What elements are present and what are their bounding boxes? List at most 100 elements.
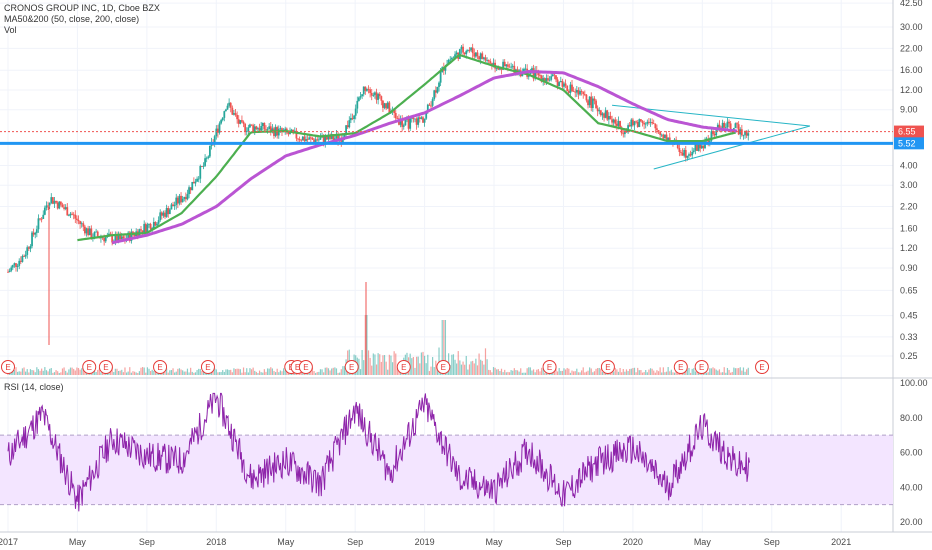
price-tick-label: 0.65	[900, 285, 918, 295]
candle-body	[414, 118, 416, 120]
volume-bar	[116, 368, 118, 375]
volume-bar	[254, 370, 256, 375]
time-tick-label: 2021	[831, 537, 851, 547]
candle-body	[734, 123, 737, 129]
volume-bar	[199, 369, 201, 375]
candle-body	[205, 157, 208, 159]
candle-body	[418, 117, 421, 119]
candle-body	[686, 155, 689, 158]
candle-body	[186, 194, 189, 200]
volume-bar	[488, 369, 490, 375]
candle-body	[664, 134, 666, 139]
candle-body	[511, 65, 514, 67]
volume-bar	[49, 368, 51, 375]
candle-body	[640, 119, 642, 122]
volume-bar	[746, 369, 748, 375]
candle-body	[207, 156, 210, 158]
candle-body	[463, 52, 466, 55]
candle-body	[249, 124, 251, 128]
volume-bar	[653, 370, 655, 375]
candle-body	[231, 107, 234, 115]
candle-body	[545, 78, 548, 82]
volume-bar	[470, 361, 472, 375]
volume-bar	[175, 371, 177, 375]
volume-bar	[412, 356, 414, 375]
volume-bar	[685, 371, 687, 375]
candle-body	[556, 79, 559, 87]
volume-bar	[459, 360, 461, 375]
candle-body	[66, 207, 69, 216]
symbol-title[interactable]: CRONOS GROUP INC, 1D, Cboe BZX	[4, 3, 160, 13]
candle-body	[474, 52, 477, 57]
candle-body	[595, 100, 597, 109]
candle-body	[383, 103, 386, 108]
volume-bar	[395, 353, 397, 375]
volume-bar	[26, 369, 28, 375]
candle-body	[684, 150, 687, 158]
volume-bar	[117, 370, 120, 375]
candle-body	[82, 223, 85, 227]
earnings-marker	[200, 360, 215, 374]
volume-bar	[593, 371, 596, 375]
candle-body	[281, 128, 283, 132]
volume-bar	[343, 366, 346, 375]
candle-body	[11, 265, 14, 268]
candle-body	[386, 102, 389, 109]
earnings-marker	[1, 360, 15, 374]
volume-bar	[717, 370, 719, 375]
volume-bar	[132, 371, 134, 375]
volume-bar	[138, 371, 140, 375]
candle-body	[316, 139, 319, 141]
candle-body	[200, 166, 203, 167]
volume-bar	[456, 363, 458, 375]
volume-bar	[640, 370, 642, 375]
volume-bar	[361, 349, 363, 375]
volume-bar	[720, 372, 722, 375]
rsi-tick-label: 40.00	[900, 482, 923, 492]
candle-body	[454, 54, 456, 58]
candle-body	[250, 124, 253, 126]
volume-bar	[29, 369, 32, 375]
candle-body	[247, 127, 250, 132]
volume-indicator-label[interactable]: Vol	[4, 25, 17, 35]
volume-bar	[201, 371, 203, 375]
volume-bar	[544, 372, 546, 375]
candle-body	[160, 212, 163, 216]
candle-body	[553, 74, 556, 76]
candle-body	[290, 129, 293, 132]
volume-bar	[25, 371, 27, 375]
time-tick-label: 2018	[206, 537, 226, 547]
volume-bar	[722, 372, 724, 375]
volume-bar	[97, 369, 99, 375]
volume-bar	[166, 368, 168, 375]
candle-body	[237, 119, 240, 124]
candle-body	[225, 109, 227, 112]
candle-body	[213, 136, 216, 144]
candle-body	[404, 119, 407, 126]
ma-indicator-label[interactable]: MA50&200 (50, close, 200, close)	[4, 14, 140, 24]
candle-body	[715, 130, 718, 136]
volume-bar	[627, 371, 629, 375]
candle-body	[181, 198, 184, 203]
candle-body	[547, 78, 549, 81]
candle-body	[348, 120, 351, 128]
candle-body	[422, 117, 424, 123]
volume-bar	[508, 372, 511, 375]
rsi-indicator-label[interactable]: RSI (14, close)	[4, 382, 64, 392]
candle-body	[452, 57, 455, 59]
candle-body	[260, 126, 263, 131]
volume-bar	[452, 354, 455, 375]
candle-body	[308, 137, 311, 140]
candle-body	[324, 136, 327, 143]
volume-bar	[141, 367, 144, 375]
candle-body	[173, 204, 176, 207]
earnings-marker-label: E	[349, 363, 354, 372]
candle-body	[401, 118, 404, 127]
volume-bar	[42, 370, 44, 375]
volume-bar	[534, 372, 536, 375]
volume-bar	[238, 368, 240, 375]
volume-bar	[435, 360, 437, 375]
volume-bar	[263, 369, 265, 375]
volume-bar	[327, 368, 330, 375]
